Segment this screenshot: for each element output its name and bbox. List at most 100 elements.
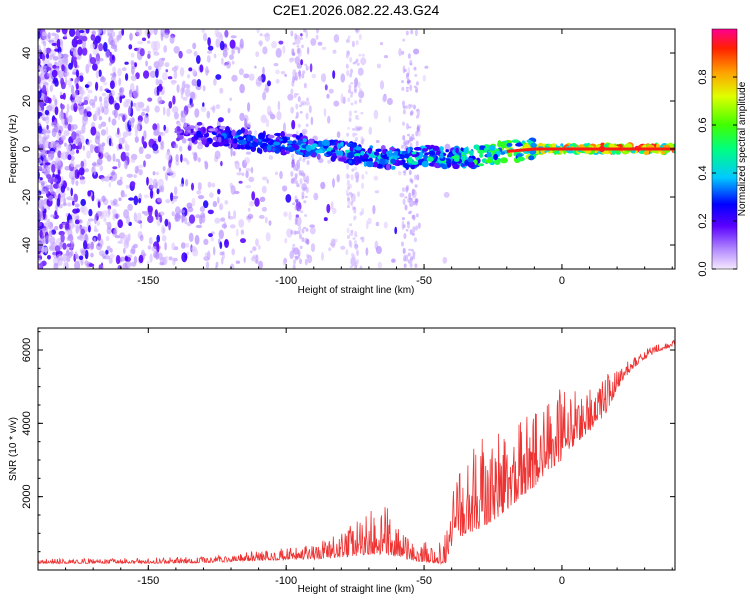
spectrogram-noise-blob [61, 117, 65, 126]
spectrogram-noise-blob [266, 105, 272, 116]
spectrogram-noise-blob [219, 33, 224, 43]
spectrogram-y-tick-label: -20 [21, 189, 33, 205]
spectrogram-noise-blob [74, 219, 80, 225]
spectrogram-noise-blob [83, 100, 89, 105]
spectrogram-noise-blob [57, 150, 62, 159]
spectrogram-streak-blob [414, 198, 418, 201]
spectrogram-streak-blob [356, 249, 359, 256]
spectrogram-streak-blob [402, 248, 406, 254]
spectrogram-noise-blob [68, 77, 72, 88]
spectrogram-noise-blob [333, 100, 340, 107]
spectrogram-ridge-blob [486, 152, 493, 158]
spectrogram-noise-blob [118, 77, 122, 87]
spectrogram-noise-blob [42, 227, 47, 231]
spectrogram-noise-blob [252, 246, 257, 252]
spectrogram-noise-blob [264, 216, 268, 224]
spectrogram-noise-blob [155, 171, 160, 176]
spectrogram-noise-blob [45, 47, 52, 54]
spectrogram-noise-blob [193, 152, 198, 162]
spectrogram-noise-blob [336, 174, 340, 183]
spectrogram-streak-blob [301, 228, 305, 234]
spectrogram-noise-blob [83, 240, 88, 250]
spectrogram-noise-blob [149, 178, 153, 185]
spectrogram-noise-blob [166, 107, 171, 117]
spectrogram-noise-blob [277, 100, 281, 111]
spectrogram-noise-blob [38, 264, 41, 269]
spectrogram-noise-blob [53, 77, 58, 84]
spectrogram-noise-blob [120, 151, 127, 162]
spectrogram-noise-blob [52, 64, 57, 69]
spectrogram-noise-blob [59, 196, 64, 203]
spectrogram-streak-blob [354, 230, 358, 237]
spectrogram-ridge-blob [427, 151, 435, 155]
spectrogram-streak-blob [354, 100, 358, 105]
spectrogram-noise-blob [91, 30, 96, 35]
spectrogram-noise-blob [101, 75, 104, 81]
spectrogram-noise-blob [262, 46, 268, 55]
spectrogram-noise-blob [121, 67, 127, 72]
spectrogram-noise-blob [217, 188, 221, 195]
spectrogram-streak-blob [299, 178, 303, 185]
spectrogram-noise-blob [124, 255, 129, 262]
spectrogram-noise-blob [256, 29, 260, 34]
spectrogram-noise-blob [156, 188, 160, 195]
spectrogram-noise-blob [219, 87, 224, 94]
spectrogram-ridge-blob [499, 142, 507, 149]
spectrogram-noise-blob [356, 126, 363, 131]
spectrogram-streak-blob [409, 177, 413, 181]
spectrogram-noise-blob [52, 94, 56, 102]
spectrogram-noise-blob [103, 29, 106, 35]
spectrogram-noise-blob [126, 173, 133, 178]
spectrogram-streak-blob [354, 265, 358, 269]
spectrogram-streak-blob [414, 199, 418, 206]
spectrogram-noise-blob [379, 42, 384, 46]
spectrogram-streak-blob [402, 109, 406, 115]
spectrogram-streak-blob [405, 74, 409, 80]
spectrogram-streak-blob [346, 179, 350, 187]
spectrogram-noise-blob [340, 245, 346, 250]
spectrogram-noise-blob [248, 73, 255, 81]
spectrogram-ridge-blob [413, 146, 422, 151]
spectrogram-streak-blob [360, 112, 364, 115]
spectrogram-noise-blob [98, 264, 102, 269]
spectrogram-noise-blob [44, 109, 50, 116]
snr-y-tick-label: 4000 [21, 411, 33, 435]
spectrogram-noise-blob [145, 60, 148, 67]
spectrogram-streak-blob [358, 68, 362, 71]
spectrogram-noise-blob [171, 211, 175, 217]
spectrogram-ridge-blob [330, 155, 336, 162]
spectrogram-streak-blob [415, 225, 419, 231]
spectrogram-noise-blob [110, 76, 116, 81]
spectrogram-noise-blob [205, 261, 210, 269]
spectrogram-noise-blob [59, 223, 63, 230]
spectrogram-noise-blob [122, 262, 128, 269]
spectrogram-noise-blob [323, 108, 327, 117]
spectrogram-streak-blob [351, 252, 355, 258]
spectrogram-streak-blob [302, 157, 306, 161]
spectrogram-noise-blob [258, 214, 265, 219]
spectrogram-ridge-blob [280, 131, 286, 138]
spectrogram-noise-blob [80, 198, 86, 207]
spectrogram-streak-blob [403, 263, 407, 268]
spectrogram-noise-blob [96, 210, 102, 217]
spectrogram-noise-blob [222, 49, 228, 58]
spectrogram-noise-blob [229, 54, 234, 60]
spectrogram-ridge-blob [181, 138, 187, 144]
spectrogram-ridge-blob [201, 139, 207, 145]
spectrogram-noise-blob [152, 123, 158, 131]
spectrogram-noise-blob [251, 256, 257, 262]
spectrogram-noise-blob [186, 251, 190, 255]
spectrogram-noise-blob [109, 80, 115, 90]
spectrogram-noise-blob [254, 65, 257, 69]
spectrogram-noise-blob [79, 29, 85, 34]
spectrogram-ridge-blob [326, 151, 333, 156]
spectrogram-ridge-blob [500, 151, 506, 155]
spectrogram-ridge-blob [426, 156, 434, 162]
spectrogram-noise-blob [255, 260, 260, 264]
spectrogram-noise-blob [167, 76, 173, 80]
spectrogram-noise-blob [162, 227, 166, 234]
spectrogram-streak-blob [413, 85, 417, 88]
spectrogram-ridge-blob [389, 147, 396, 151]
spectrogram-noise-blob [326, 203, 331, 214]
spectrogram-streak-blob [355, 40, 359, 46]
